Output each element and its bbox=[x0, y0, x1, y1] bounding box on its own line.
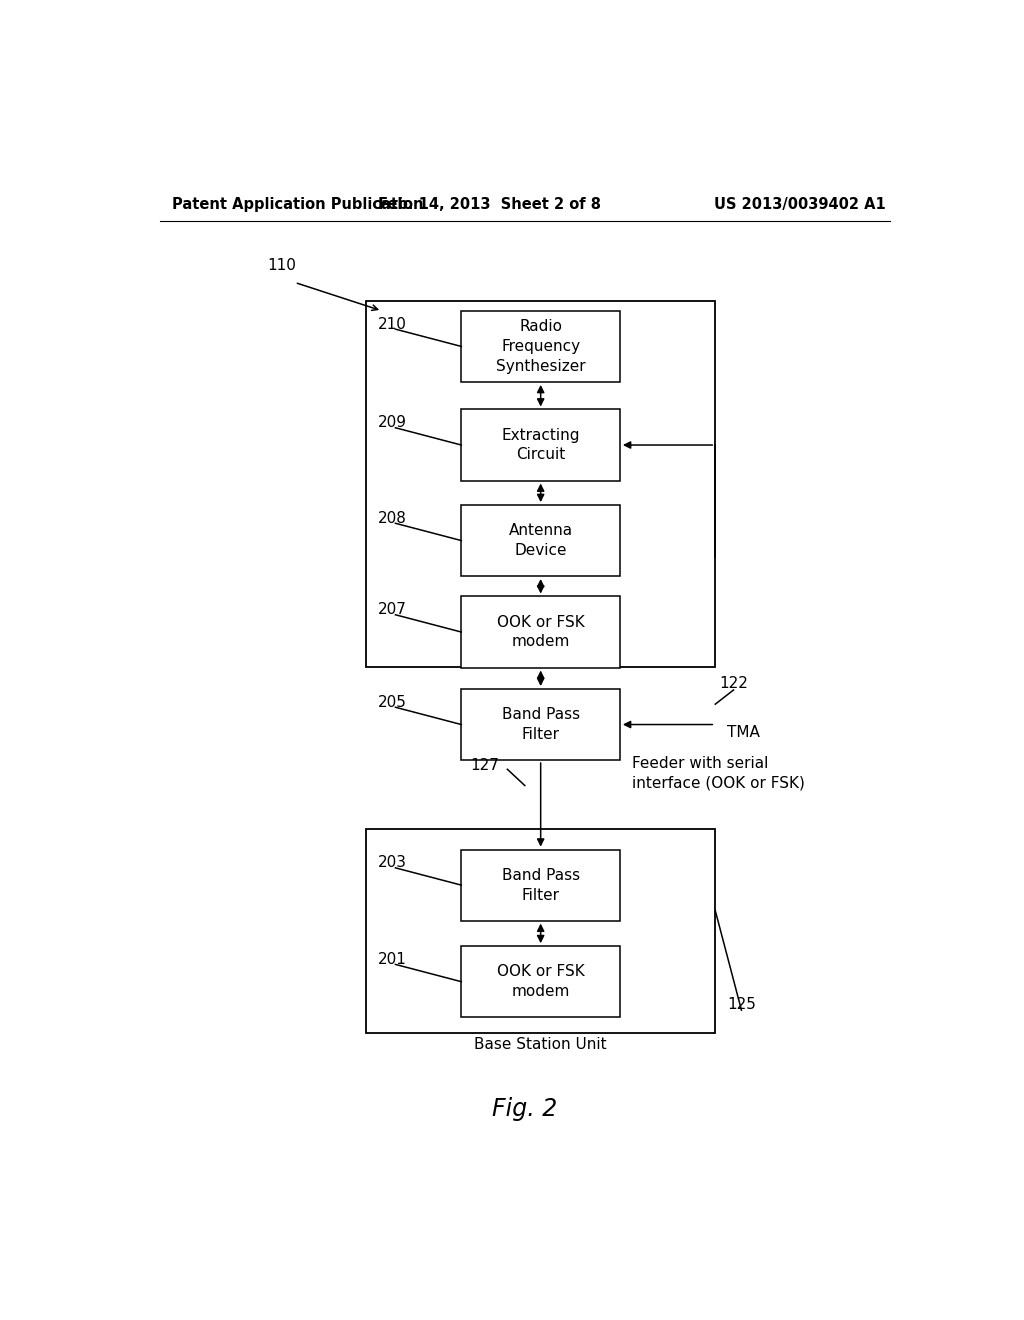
Text: Band Pass
Filter: Band Pass Filter bbox=[502, 867, 580, 903]
Text: OOK or FSK
modem: OOK or FSK modem bbox=[497, 615, 585, 649]
Text: 110: 110 bbox=[267, 257, 296, 273]
Bar bbox=[367, 301, 715, 667]
Text: Fig. 2: Fig. 2 bbox=[493, 1097, 557, 1121]
Text: Radio
Frequency
Synthesizer: Radio Frequency Synthesizer bbox=[496, 319, 586, 374]
Text: 201: 201 bbox=[378, 952, 407, 966]
Bar bbox=[462, 850, 621, 921]
Text: 127: 127 bbox=[471, 758, 500, 772]
Bar bbox=[462, 506, 621, 576]
Bar bbox=[462, 946, 621, 1018]
Bar bbox=[462, 312, 621, 381]
Bar bbox=[462, 597, 621, 668]
Text: Band Pass
Filter: Band Pass Filter bbox=[502, 708, 580, 742]
Text: 208: 208 bbox=[378, 511, 407, 525]
Text: 205: 205 bbox=[378, 694, 407, 710]
Text: Patent Application Publication: Patent Application Publication bbox=[172, 197, 423, 211]
Bar bbox=[462, 409, 621, 480]
Text: Feb. 14, 2013  Sheet 2 of 8: Feb. 14, 2013 Sheet 2 of 8 bbox=[378, 197, 601, 211]
Text: OOK or FSK
modem: OOK or FSK modem bbox=[497, 965, 585, 999]
Text: 122: 122 bbox=[719, 676, 749, 692]
Text: 203: 203 bbox=[378, 855, 407, 870]
Text: 125: 125 bbox=[727, 997, 756, 1011]
Text: 207: 207 bbox=[378, 602, 407, 618]
Text: Feeder with serial
interface (OOK or FSK): Feeder with serial interface (OOK or FSK… bbox=[632, 756, 805, 791]
Text: Antenna
Device: Antenna Device bbox=[509, 523, 572, 558]
Text: TMA: TMA bbox=[727, 725, 760, 741]
Bar bbox=[462, 689, 621, 760]
Text: 210: 210 bbox=[378, 317, 407, 331]
Text: Base Station Unit: Base Station Unit bbox=[474, 1038, 607, 1052]
Bar bbox=[367, 829, 715, 1032]
Text: 209: 209 bbox=[378, 416, 407, 430]
Text: US 2013/0039402 A1: US 2013/0039402 A1 bbox=[714, 197, 886, 211]
Text: Extracting
Circuit: Extracting Circuit bbox=[502, 428, 580, 462]
